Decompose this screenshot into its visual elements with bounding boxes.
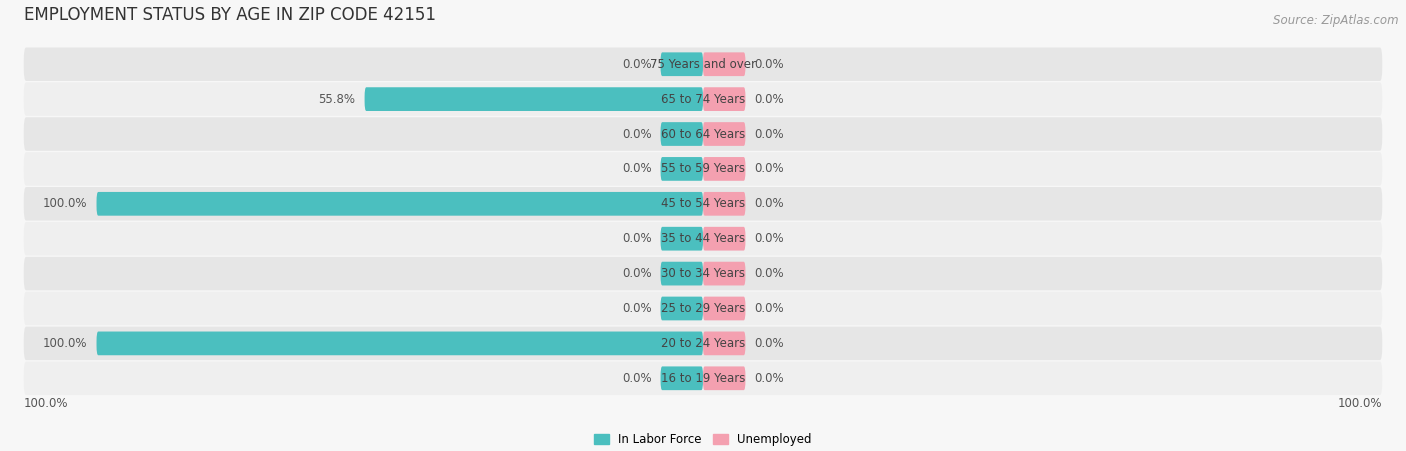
Text: 0.0%: 0.0%	[755, 162, 785, 175]
Text: 16 to 19 Years: 16 to 19 Years	[661, 372, 745, 385]
FancyBboxPatch shape	[661, 366, 703, 390]
FancyBboxPatch shape	[703, 87, 745, 111]
FancyBboxPatch shape	[24, 47, 1382, 81]
FancyBboxPatch shape	[97, 331, 703, 355]
Text: 35 to 44 Years: 35 to 44 Years	[661, 232, 745, 245]
FancyBboxPatch shape	[24, 152, 1382, 186]
FancyBboxPatch shape	[703, 297, 745, 320]
Text: 0.0%: 0.0%	[755, 128, 785, 141]
Text: 0.0%: 0.0%	[621, 372, 651, 385]
Text: 100.0%: 100.0%	[1337, 397, 1382, 410]
Text: 75 Years and over: 75 Years and over	[650, 58, 756, 71]
Text: 0.0%: 0.0%	[755, 267, 785, 280]
FancyBboxPatch shape	[661, 262, 703, 285]
FancyBboxPatch shape	[703, 52, 745, 76]
FancyBboxPatch shape	[24, 83, 1382, 116]
Text: 100.0%: 100.0%	[44, 337, 87, 350]
FancyBboxPatch shape	[24, 187, 1382, 221]
Text: 25 to 29 Years: 25 to 29 Years	[661, 302, 745, 315]
Text: 0.0%: 0.0%	[755, 197, 785, 210]
FancyBboxPatch shape	[703, 157, 745, 181]
Text: 0.0%: 0.0%	[621, 232, 651, 245]
FancyBboxPatch shape	[703, 366, 745, 390]
FancyBboxPatch shape	[661, 297, 703, 320]
Text: 0.0%: 0.0%	[755, 232, 785, 245]
Text: 20 to 24 Years: 20 to 24 Years	[661, 337, 745, 350]
FancyBboxPatch shape	[661, 227, 703, 251]
Text: 0.0%: 0.0%	[621, 128, 651, 141]
Text: 0.0%: 0.0%	[755, 302, 785, 315]
FancyBboxPatch shape	[24, 327, 1382, 360]
Text: 45 to 54 Years: 45 to 54 Years	[661, 197, 745, 210]
Text: 0.0%: 0.0%	[755, 372, 785, 385]
FancyBboxPatch shape	[97, 192, 703, 216]
FancyBboxPatch shape	[24, 117, 1382, 151]
FancyBboxPatch shape	[661, 52, 703, 76]
FancyBboxPatch shape	[703, 192, 745, 216]
Text: 60 to 64 Years: 60 to 64 Years	[661, 128, 745, 141]
Text: 0.0%: 0.0%	[621, 58, 651, 71]
FancyBboxPatch shape	[24, 292, 1382, 325]
FancyBboxPatch shape	[24, 362, 1382, 395]
FancyBboxPatch shape	[703, 122, 745, 146]
Text: 55 to 59 Years: 55 to 59 Years	[661, 162, 745, 175]
Text: EMPLOYMENT STATUS BY AGE IN ZIP CODE 42151: EMPLOYMENT STATUS BY AGE IN ZIP CODE 421…	[24, 6, 436, 24]
Text: 65 to 74 Years: 65 to 74 Years	[661, 92, 745, 106]
FancyBboxPatch shape	[703, 227, 745, 251]
Text: 100.0%: 100.0%	[44, 197, 87, 210]
Text: 0.0%: 0.0%	[621, 302, 651, 315]
FancyBboxPatch shape	[24, 257, 1382, 290]
Text: 30 to 34 Years: 30 to 34 Years	[661, 267, 745, 280]
Legend: In Labor Force, Unemployed: In Labor Force, Unemployed	[589, 428, 817, 451]
Text: 0.0%: 0.0%	[755, 337, 785, 350]
Text: 55.8%: 55.8%	[319, 92, 356, 106]
FancyBboxPatch shape	[661, 157, 703, 181]
Text: 0.0%: 0.0%	[755, 92, 785, 106]
Text: 0.0%: 0.0%	[755, 58, 785, 71]
Text: Source: ZipAtlas.com: Source: ZipAtlas.com	[1274, 14, 1399, 27]
FancyBboxPatch shape	[703, 262, 745, 285]
FancyBboxPatch shape	[24, 222, 1382, 255]
Text: 0.0%: 0.0%	[621, 267, 651, 280]
FancyBboxPatch shape	[364, 87, 703, 111]
Text: 100.0%: 100.0%	[24, 397, 69, 410]
Text: 0.0%: 0.0%	[621, 162, 651, 175]
FancyBboxPatch shape	[703, 331, 745, 355]
FancyBboxPatch shape	[661, 122, 703, 146]
